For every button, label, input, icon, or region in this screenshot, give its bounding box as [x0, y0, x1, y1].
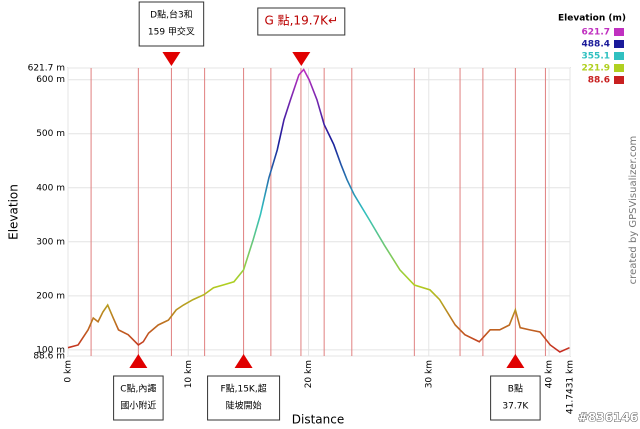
annotation-text: 國小附近: [120, 400, 156, 412]
y-tick-label: 400 m: [36, 183, 65, 193]
annotation: G 點,19.7K↵: [257, 7, 346, 66]
annotation-box: [207, 375, 281, 421]
image-id: #836146: [578, 411, 638, 425]
y-tick-label: 200 m: [36, 291, 65, 301]
annotation-text: 陡坡開始: [226, 400, 262, 412]
x-tick-label: 30 km: [424, 360, 434, 388]
x-tick-label: 0 km: [64, 360, 74, 383]
annotation-marker: [292, 52, 311, 66]
y-tick-label: 88.6 m: [33, 352, 65, 362]
annotation-marker: [129, 354, 148, 368]
annotation-text: 37.7K: [502, 402, 529, 412]
y-tick-label: 621.7 m: [28, 64, 65, 74]
y-tick-label: 100 m: [36, 345, 65, 355]
legend-swatch: [614, 76, 624, 84]
legend-swatch: [614, 40, 624, 48]
annotation-marker: [234, 354, 253, 368]
x-tick-label: 41.7431 km: [566, 360, 576, 414]
x-tick-label: 10 km: [184, 360, 194, 388]
legend-value: 88.6: [588, 76, 610, 86]
x-tick-label: 20 km: [304, 360, 314, 388]
annotation-text: F點,15K,超: [220, 383, 266, 395]
annotation-box: [138, 1, 205, 47]
x-axis-label: Distance: [292, 413, 344, 427]
annotation: D點,台3和 159 甲交叉: [138, 1, 205, 66]
legend-value: 488.4: [582, 40, 610, 50]
legend-value: 221.9: [582, 64, 610, 74]
legend-title: Elevation (m): [558, 14, 626, 24]
annotation-text: D點,台3和: [150, 9, 193, 21]
annotation-text: 159 甲交叉: [148, 26, 195, 38]
plot-area: [67, 67, 571, 357]
annotation-box: [490, 375, 541, 421]
annotation: B點 37.7K: [490, 354, 541, 421]
annotation-marker: [506, 354, 525, 368]
watermark: created by GPSVisualizer.com: [628, 136, 639, 285]
legend-swatch: [614, 64, 624, 72]
elevation-line: [67, 68, 570, 353]
legend-value: 621.7: [582, 28, 610, 38]
legend-swatch: [614, 52, 624, 60]
annotation-text: C點,內譝: [120, 383, 156, 395]
x-tick-label: 40 km: [545, 360, 555, 388]
annotation-text: B點: [508, 383, 523, 395]
annotation-box: [113, 375, 164, 421]
y-tick-label: 500 m: [36, 129, 65, 139]
annotation-marker: [162, 52, 181, 66]
y-tick-label: 600 m: [36, 75, 65, 85]
y-tick-label: 300 m: [36, 237, 65, 247]
annotation-box: [257, 7, 346, 36]
annotation-text: G 點,19.7K↵: [265, 14, 339, 28]
y-axis-label: Elevation: [7, 184, 21, 240]
legend-swatch: [614, 28, 624, 36]
legend-value: 355.1: [582, 52, 610, 62]
